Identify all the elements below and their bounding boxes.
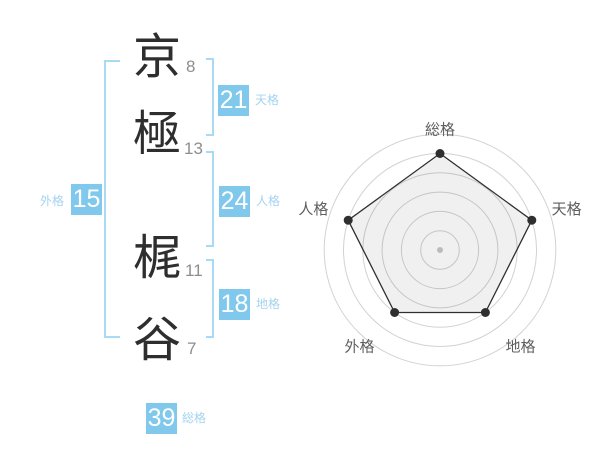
name-char-3: 梶 — [133, 232, 182, 285]
radar-vertex-dot — [527, 215, 537, 225]
stroke-count-1: 8 — [186, 57, 196, 76]
soukaku-label: 総格 — [182, 411, 207, 425]
chikaku-badge: 18 — [219, 289, 250, 320]
jinkaku-badge: 24 — [219, 186, 250, 217]
radar-data-fill — [348, 153, 532, 313]
stroke-count-2: 13 — [184, 139, 203, 158]
tenkaku-badge: 21 — [218, 85, 249, 116]
radar-grid-ring — [381, 191, 499, 309]
stroke-count-4: 7 — [187, 339, 197, 358]
name-char-1: 京 — [133, 31, 182, 84]
soukaku-badge: 39 — [146, 403, 177, 434]
radar-vertex-dot — [480, 308, 490, 317]
radar-center-dot — [437, 247, 443, 253]
name-char-4: 谷 — [133, 314, 182, 367]
radar-axis-label: 人格 — [298, 201, 328, 218]
radar-axis-label: 天格 — [552, 201, 582, 218]
tenkaku-bracket — [206, 58, 214, 136]
gaikaku-badge: 15 — [71, 184, 102, 215]
name-char-2: 極 — [133, 108, 182, 161]
gaikaku-label: 外格 — [40, 194, 65, 208]
radar-vertex-dot — [435, 149, 445, 158]
gaikaku-bracket — [104, 60, 120, 338]
tenkaku-label: 天格 — [255, 93, 280, 107]
chikaku-label: 地格 — [256, 297, 281, 311]
radar-grid-ring — [400, 210, 480, 290]
radar-grid-ring — [323, 133, 557, 367]
radar-vertex-dot — [343, 215, 353, 225]
stroke-count-3: 11 — [185, 261, 203, 280]
radar-grid-ring — [420, 230, 460, 270]
radar-axis-label: 総格 — [425, 122, 455, 139]
radar-axis-label: 地格 — [505, 339, 535, 356]
radar-vertex-dot — [390, 308, 400, 317]
radar-data-outline — [347, 152, 533, 314]
radar-axis-label: 外格 — [344, 339, 374, 356]
chikaku-bracket — [206, 259, 214, 338]
jinkaku-bracket — [206, 151, 214, 247]
jinkaku-label: 人格 — [256, 194, 281, 208]
